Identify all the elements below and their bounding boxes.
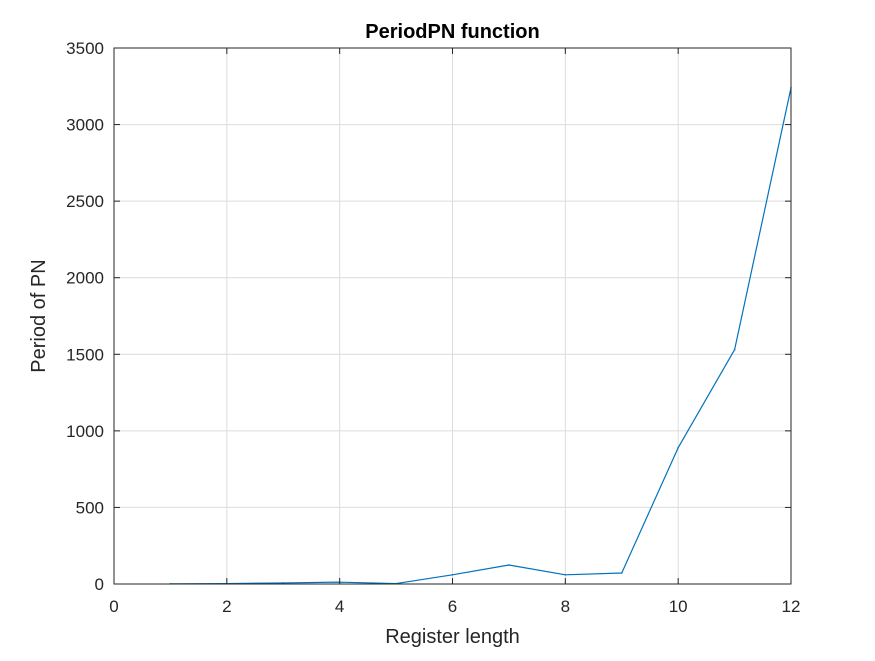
y-tick-label: 1000: [66, 422, 104, 441]
y-tick-label: 500: [76, 498, 104, 517]
data-point: [564, 574, 567, 576]
x-axis-label: Register length: [385, 626, 520, 648]
x-tick-label: 0: [109, 597, 118, 616]
data-point: [282, 582, 285, 584]
data-point: [451, 574, 454, 576]
x-tick-label: 4: [335, 597, 344, 616]
data-point: [677, 446, 679, 449]
y-tick-label: 3000: [66, 116, 104, 135]
series-line: [170, 87, 792, 585]
x-tick-label: 12: [782, 597, 801, 616]
data-point: [733, 348, 736, 351]
chart-title: PeriodPN function: [365, 21, 539, 43]
y-tick-label: 3500: [66, 39, 104, 58]
y-tick-label: 2000: [66, 269, 104, 288]
x-tick-label: 2: [222, 597, 231, 616]
axis-ticks: 0 2 4 6 8 10 12 0 500 1000 1500 2000 2500 3000 3500: [66, 39, 800, 616]
x-tick-label: 10: [669, 597, 688, 616]
data-point: [508, 564, 510, 566]
data-point: [620, 572, 623, 574]
x-tick-label: 8: [561, 597, 570, 616]
y-tick-label: 0: [95, 575, 104, 594]
grid-lines: [114, 48, 791, 584]
y-tick-label: 1500: [66, 345, 104, 364]
x-tick-label: 6: [448, 597, 457, 616]
y-tick-label: 2500: [66, 192, 104, 211]
y-axis-label: Period of PN: [28, 259, 50, 372]
